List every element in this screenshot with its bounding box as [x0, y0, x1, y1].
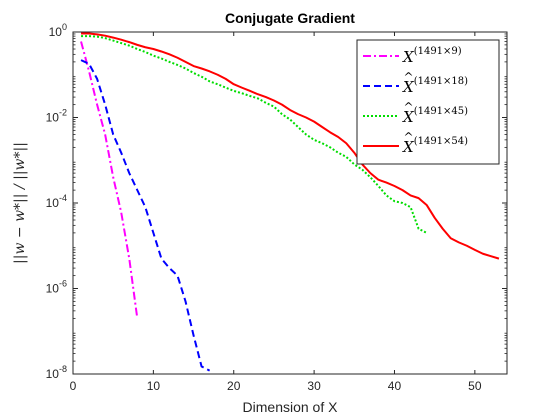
legend: X(1491×9)X(1491×18)^X(1491×45)^X(1491×54… — [356, 39, 500, 165]
y-axis-label: ||w − w*|| / ||w*|| — [12, 142, 28, 264]
y-axis-ticks: 10-8 10-6 10-4 10-2 100 — [46, 22, 507, 381]
legend-label: X(1491×18) — [402, 76, 468, 96]
series-line-4 — [81, 32, 500, 260]
y-tick-label: 100 — [49, 22, 67, 39]
x-tick-label: 50 — [468, 379, 482, 393]
legend-item-3: X(1491×45)^ — [363, 100, 468, 126]
y-tick-label: 10-6 — [46, 279, 67, 296]
y-tick-label: 10-8 — [46, 364, 67, 381]
series-line-2 — [80, 59, 211, 372]
y-axis-label-group: ||w − w*|| / ||w*|| — [12, 142, 28, 264]
series-line-1 — [80, 41, 139, 319]
series-layer — [80, 32, 500, 372]
x-axis-label: Dimension of X — [243, 399, 339, 415]
legend-items: X(1491×9)X(1491×18)^X(1491×45)^X(1491×54… — [363, 46, 468, 156]
y-tick-label: 10-2 — [46, 108, 67, 125]
legend-label: X(1491×54) — [402, 136, 468, 156]
legend-hat-accent: ^ — [403, 70, 413, 84]
legend-item-4: X(1491×54)^ — [363, 130, 468, 156]
legend-item-1: X(1491×9) — [363, 46, 462, 66]
x-tick-label: 0 — [70, 379, 77, 393]
x-tick-label: 40 — [388, 379, 402, 393]
legend-box — [356, 39, 500, 165]
legend-label: X(1491×45) — [402, 106, 468, 126]
legend-item-2: X(1491×18)^ — [363, 70, 468, 96]
x-axis-ticks: 0 10 20 30 40 50 — [70, 32, 482, 393]
legend-label: X(1491×9) — [402, 46, 462, 66]
series-line-3 — [81, 35, 428, 234]
chart-title: Conjugate Gradient — [225, 10, 355, 26]
legend-hat-accent: ^ — [403, 100, 413, 114]
x-tick-label: 20 — [227, 379, 241, 393]
y-tick-label: 10-4 — [46, 193, 67, 210]
legend-hat-accent: ^ — [403, 130, 413, 144]
x-tick-label: 30 — [307, 379, 321, 393]
x-tick-label: 10 — [147, 379, 161, 393]
